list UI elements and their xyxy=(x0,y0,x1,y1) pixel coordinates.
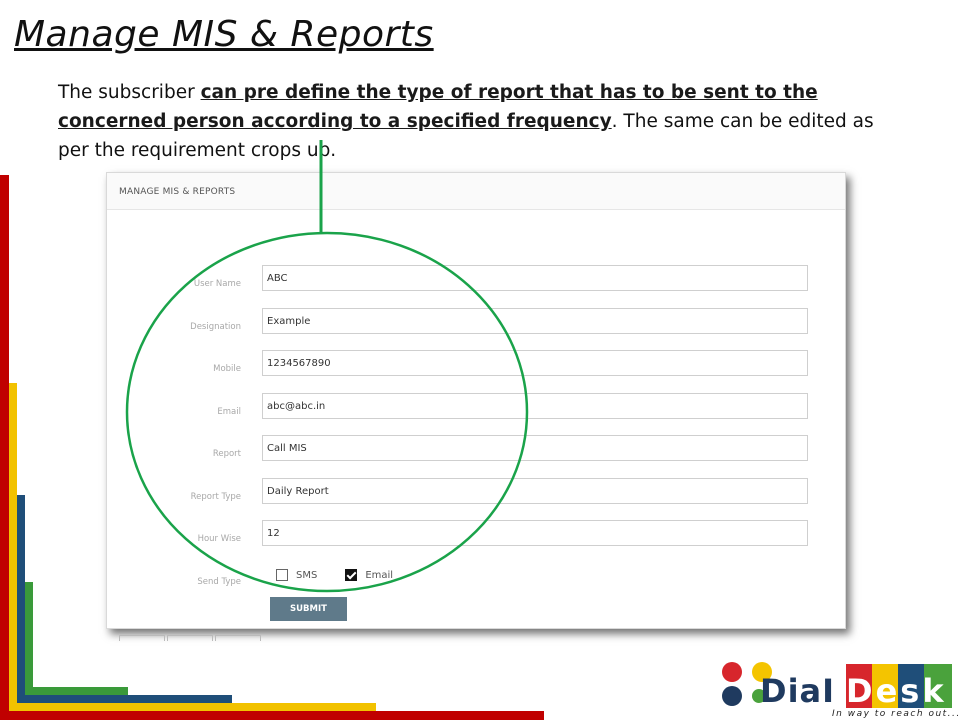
logo-tagline: In way to reach out... xyxy=(832,709,960,719)
intro-highlight: can pre define the type of report that h… xyxy=(58,82,818,132)
logo-color-boxes xyxy=(846,664,952,708)
field-row-report: Report xyxy=(107,435,845,463)
decor-bar-green-horizontal xyxy=(25,687,128,695)
decor-bar-blue-horizontal xyxy=(17,695,232,703)
designation-input[interactable] xyxy=(262,308,808,334)
email-input[interactable] xyxy=(262,393,808,419)
report-type-input[interactable] xyxy=(262,478,808,504)
tab-stub xyxy=(215,635,261,641)
logo-box-green xyxy=(924,664,952,708)
field-label: Report Type xyxy=(190,492,241,502)
logo-box-yellow xyxy=(872,664,900,708)
hour-wise-input[interactable] xyxy=(262,520,808,546)
manage-mis-panel: MANAGE MIS & REPORTS User Name Designati… xyxy=(106,172,846,641)
tab-stub xyxy=(119,635,165,641)
field-label: Email xyxy=(217,407,241,417)
field-label: User Name xyxy=(193,279,241,289)
email-checkbox[interactable] xyxy=(345,569,358,581)
field-label: Hour Wise xyxy=(197,534,241,544)
logo-word-desk: Desk xyxy=(846,672,947,710)
decor-bar-blue-vertical xyxy=(17,495,25,703)
intro-text: The subscriber can pre define the type o… xyxy=(58,78,908,165)
field-label: Send Type xyxy=(197,577,241,587)
field-row-send-type: Send Type xyxy=(107,563,845,591)
field-row-mobile: Mobile xyxy=(107,350,845,378)
logo-box-blue xyxy=(898,664,926,708)
sms-checkbox[interactable] xyxy=(276,569,288,581)
intro-end: . The same can be edited as per the requ… xyxy=(58,111,874,161)
decor-bar-yellow-vertical xyxy=(9,383,17,711)
tab-stub xyxy=(167,635,213,641)
panel-bottom-tabs xyxy=(119,626,263,641)
email-checkbox-label: Email xyxy=(365,569,394,581)
dialdesk-logo: DiaI Desk In way to reach out... xyxy=(720,660,959,720)
panel-header: MANAGE MIS & REPORTS xyxy=(107,173,845,210)
decor-bar-red-vertical xyxy=(0,175,9,720)
submit-button[interactable]: SUBMIT xyxy=(270,597,347,621)
logo-dot-navy xyxy=(722,686,742,706)
decor-bar-yellow-horizontal xyxy=(9,703,376,711)
logo-dot-green xyxy=(752,689,766,703)
field-row-designation: Designation xyxy=(107,308,845,336)
logo-dot-red xyxy=(722,662,742,682)
mobile-input[interactable] xyxy=(262,350,808,376)
field-row-user-name: User Name xyxy=(107,265,845,293)
sms-checkbox-label: SMS xyxy=(296,569,318,581)
send-type-options: SMS Email xyxy=(276,569,421,581)
field-row-hour-wise: Hour Wise xyxy=(107,520,845,548)
decor-bar-red-horizontal xyxy=(0,711,544,720)
decor-bar-green-vertical xyxy=(25,582,33,695)
logo-word-dial: DiaI xyxy=(760,672,836,710)
logo-box-red xyxy=(846,664,874,708)
field-row-report-type: Report Type xyxy=(107,478,845,506)
logo-dot-yellow xyxy=(752,662,772,682)
intro-start: The subscriber xyxy=(58,82,201,103)
field-label: Designation xyxy=(190,322,241,332)
slide-title: Manage MIS & Reports xyxy=(14,14,434,55)
field-row-email: Email xyxy=(107,393,845,421)
field-label: Report xyxy=(212,449,241,459)
user-name-input[interactable] xyxy=(262,265,808,291)
field-label: Mobile xyxy=(213,364,241,374)
report-input[interactable] xyxy=(262,435,808,461)
